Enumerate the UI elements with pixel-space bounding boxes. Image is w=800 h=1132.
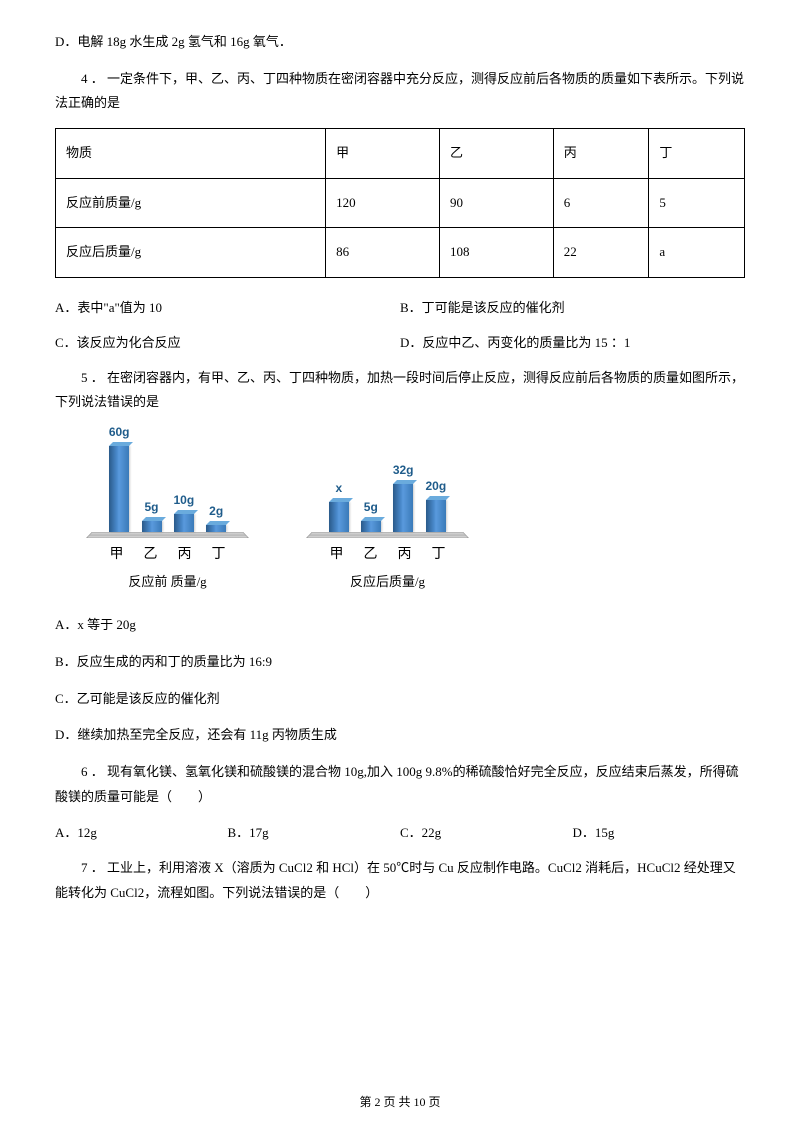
bar [142,521,162,532]
bar-wrap: 5g [361,496,381,532]
x-label: 甲 [107,542,127,569]
bar [361,521,381,532]
q5-opt-d: D．继续加热至完全反应，还会有 11g 丙物质生成 [55,723,745,748]
bar-label: x [335,477,342,500]
q6-opt-a: A．12g [55,821,228,846]
q4-opt-b: B．丁可能是该反应的催化剂 [400,296,745,321]
q7-stem: 7 ． 工业上，利用溶液 X（溶质为 CuCl2 和 HCl）在 50℃时与 C… [55,856,745,905]
bar-label: 5g [144,496,158,519]
bar-label: 20g [426,475,447,498]
table-cell: 5 [649,178,745,228]
table-cell: 90 [439,178,553,228]
q4-table: 物质 甲 乙 丙 丁 反应前质量/g 120 90 6 5 反应后质量/g 86… [55,128,745,278]
q6-opt-d: D．15g [573,821,746,846]
q5-opt-c: C．乙可能是该反应的催化剂 [55,687,745,712]
bar-label: 32g [393,459,414,482]
bar [206,525,226,532]
q5-opt-b: B．反应生成的丙和丁的质量比为 16:9 [55,650,745,675]
table-cell: a [649,228,745,278]
q6-stem: 6 ． 现有氧化镁、氢氧化镁和硫酸镁的混合物 10g,加入 100g 9.8%的… [55,760,745,809]
table-cell: 丁 [649,129,745,179]
table-cell: 120 [326,178,440,228]
q5-stem: 5 ． 在密闭容器内，有甲、乙、丙、丁四种物质，加热一段时间后停止反应，测得反应… [55,366,745,415]
bar-wrap: 5g [142,496,162,532]
table-row: 反应后质量/g 86 108 22 a [56,228,745,278]
bar-label: 60g [109,421,130,444]
chart-title: 反应后质量/g [300,570,475,595]
q4-options-row2: C．该反应为化合反应 D．反应中乙、丙变化的质量比为 15 ：1 [55,331,745,356]
q5-opt-a: A．x 等于 20g [55,613,745,638]
table-row: 物质 甲 乙 丙 丁 [56,129,745,179]
bar [174,514,194,532]
q4-opt-c: C．该反应为化合反应 [55,331,400,356]
x-label: 丁 [209,542,229,569]
q4-opt-d: D．反应中乙、丙变化的质量比为 15 ：1 [400,331,745,356]
table-cell: 反应后质量/g [56,228,326,278]
bar-label: 2g [209,500,223,523]
q6-opt-c: C．22g [400,821,573,846]
table-cell: 反应前质量/g [56,178,326,228]
bar [109,446,129,532]
bar-wrap: 20g [426,475,447,532]
bar-wrap: 32g [393,459,414,532]
bar-label: 10g [174,489,195,512]
bar-wrap: 60g [109,421,130,532]
table-cell: 乙 [439,129,553,179]
q4-stem: 4 ． 一定条件下，甲、乙、丙、丁四种物质在密闭容器中充分反应，测得反应前后各物… [55,67,745,116]
q6-opt-b: B．17g [228,821,401,846]
chart-before: 60g 5g 10g 2g 甲 乙 丙 丁 反应前 质量/g [80,433,255,595]
chart-title: 反应前 质量/g [80,570,255,595]
table-cell: 86 [326,228,440,278]
x-label: 乙 [361,542,381,569]
x-label: 丙 [175,542,195,569]
chart-after: x 5g 32g 20g 甲 乙 丙 丁 反应后质量/g [300,433,475,595]
table-cell: 6 [553,178,649,228]
bar-wrap: 10g [174,489,195,532]
page-footer: 第 2 页 共 10 页 [0,1091,800,1114]
chart-platform [86,532,249,538]
x-axis-labels: 甲 乙 丙 丁 [300,542,475,569]
bar-label: 5g [364,496,378,519]
table-cell: 108 [439,228,553,278]
x-label: 甲 [327,542,347,569]
x-label: 丁 [429,542,449,569]
bar-wrap: 2g [206,500,226,532]
q5-charts: 60g 5g 10g 2g 甲 乙 丙 丁 反应前 质量/g [80,433,745,595]
table-cell: 丙 [553,129,649,179]
table-cell: 甲 [326,129,440,179]
q6-options: A．12g B．17g C．22g D．15g [55,821,745,846]
x-label: 乙 [141,542,161,569]
bar [329,502,349,532]
table-row: 反应前质量/g 120 90 6 5 [56,178,745,228]
bar [426,500,446,532]
x-label: 丙 [395,542,415,569]
table-cell: 22 [553,228,649,278]
q4-options-row1: A．表中"a"值为 10 B．丁可能是该反应的催化剂 [55,296,745,321]
q4-opt-a: A．表中"a"值为 10 [55,296,400,321]
bar [393,484,413,532]
table-cell: 物质 [56,129,326,179]
chart-platform [306,532,469,538]
bar-wrap: x [329,477,349,532]
option-d-prev: D．电解 18g 水生成 2g 氢气和 16g 氧气． [55,30,745,55]
x-axis-labels: 甲 乙 丙 丁 [80,542,255,569]
